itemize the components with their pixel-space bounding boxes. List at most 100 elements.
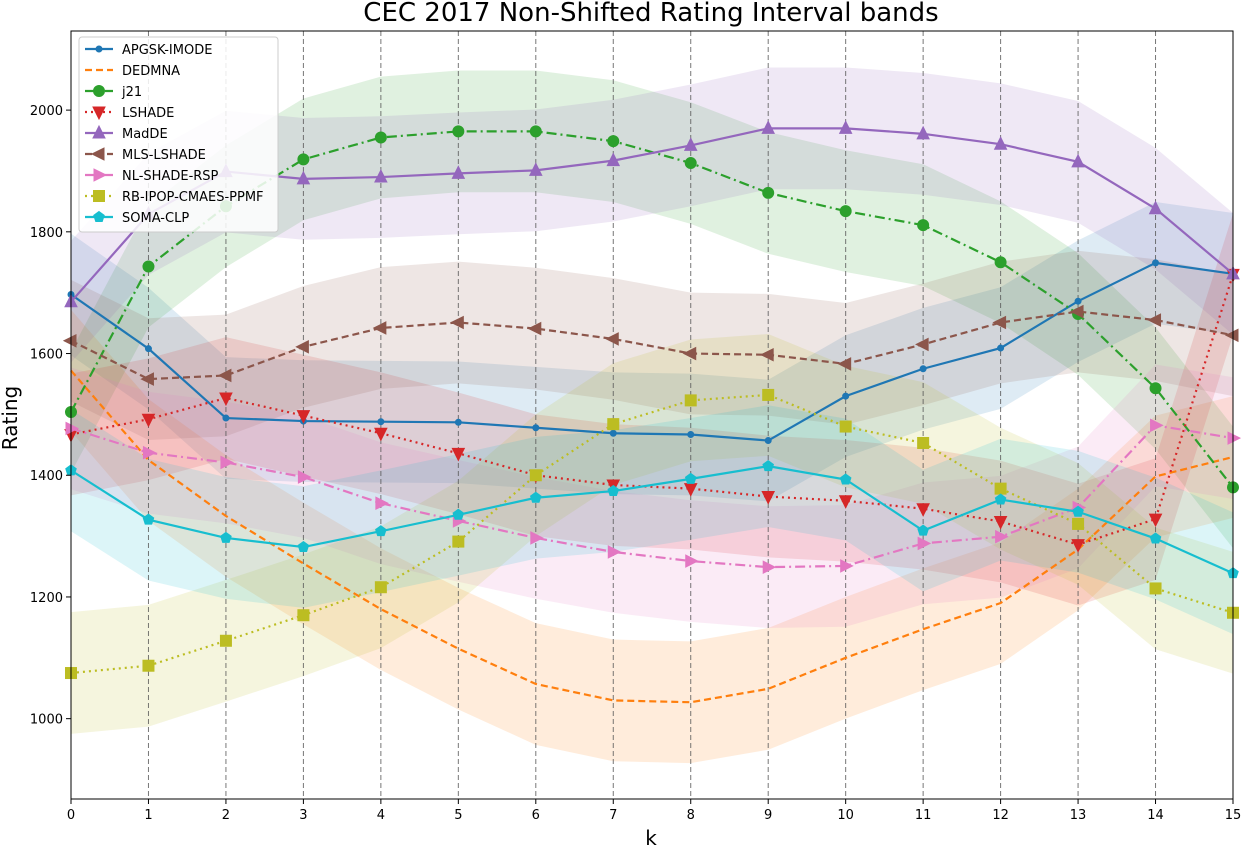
point-lshade <box>761 491 776 505</box>
point-lshade <box>1148 513 1163 528</box>
point-rb-ipop-cmaes-ppmf <box>762 388 775 401</box>
point-soma-clp <box>839 473 852 485</box>
point-nl-shade-rsp <box>607 545 622 559</box>
point-lshade <box>141 413 156 428</box>
point-rb-ipop-cmaes-ppmf <box>529 469 542 482</box>
x-axis-label: k <box>645 826 657 849</box>
point-madde <box>838 120 853 134</box>
point-lshade <box>993 515 1008 530</box>
band-j21 <box>71 70 1233 549</box>
band-nl-shade-rsp <box>71 364 1233 628</box>
band-lshade <box>71 213 1233 606</box>
x-tick-label: 13 <box>1070 808 1087 823</box>
point-lshade <box>296 410 311 424</box>
point-apgsk-imode <box>687 430 695 438</box>
x-tick-label: 9 <box>764 808 772 823</box>
legend-label: APGSK-IMODE <box>122 43 212 58</box>
point-lshade <box>1071 539 1085 553</box>
x-tick-label: 10 <box>837 808 854 823</box>
point-nl-shade-rsp <box>762 560 777 574</box>
y-tick-label: 1200 <box>30 591 63 606</box>
point-apgsk-imode <box>222 414 230 422</box>
point-soma-clp <box>529 491 542 503</box>
point-apgsk-imode <box>454 418 462 426</box>
legend-item-madde: MadDE <box>85 124 168 142</box>
point-apgsk-imode <box>144 345 152 353</box>
legend: APGSK-IMODE DEDMNA j21 LSHADE MadDE MLS-LSHAD… <box>78 36 279 233</box>
point-rb-ipop-cmaes-ppmf <box>374 581 387 594</box>
series-mls-lshade <box>62 304 1239 386</box>
legend-marker <box>93 85 105 97</box>
band-rb-ipop-cmaes-ppmf <box>71 334 1233 734</box>
x-tick-label: 14 <box>1147 808 1164 823</box>
point-rb-ipop-cmaes-ppmf <box>219 634 232 647</box>
x-tick-label: 0 <box>67 808 75 823</box>
point-madde <box>1071 153 1085 168</box>
point-j21 <box>839 205 852 218</box>
point-lshade <box>916 503 930 517</box>
point-rb-ipop-cmaes-ppmf <box>607 418 620 431</box>
x-tick-label: 7 <box>609 808 617 823</box>
point-mls-lshade <box>605 332 619 346</box>
point-nl-shade-rsp <box>142 445 157 460</box>
point-soma-clp <box>375 525 387 537</box>
series-dedmna <box>70 369 1234 704</box>
point-nl-shade-rsp <box>840 559 854 573</box>
legend-marker <box>93 190 105 202</box>
point-j21 <box>297 153 310 166</box>
point-madde <box>761 120 776 134</box>
legend-label: DEDMNA <box>122 64 180 79</box>
line-lshade <box>70 274 1235 546</box>
y-axis-label: Rating <box>0 386 22 450</box>
point-j21 <box>374 131 387 144</box>
point-nl-shade-rsp <box>1150 418 1164 433</box>
point-rb-ipop-cmaes-ppmf <box>917 436 930 449</box>
point-rb-ipop-cmaes-ppmf <box>839 420 852 433</box>
legend-item-j21: j21 <box>85 85 142 100</box>
point-rb-ipop-cmaes-ppmf <box>1149 582 1162 595</box>
legend-item-dedmna: DEDMNA <box>85 64 180 79</box>
point-apgsk-imode <box>764 437 772 445</box>
point-nl-shade-rsp <box>297 470 312 484</box>
point-soma-clp <box>297 540 310 553</box>
point-soma-clp <box>1072 505 1084 517</box>
point-j21 <box>142 260 155 273</box>
x-tick-label: 8 <box>687 808 695 823</box>
point-soma-clp <box>994 493 1007 505</box>
x-axis-ticks: 0 1 2 3 4 5 6 7 8 9 10 11 12 13 14 15 <box>67 799 1241 823</box>
point-apgsk-imode <box>1074 297 1082 305</box>
point-mls-lshade <box>837 357 852 371</box>
legend-marker <box>92 106 106 121</box>
plot-frame <box>70 30 1234 800</box>
point-mls-lshade <box>295 340 309 354</box>
point-nl-shade-rsp <box>995 529 1009 544</box>
point-soma-clp <box>452 508 465 520</box>
point-mls-lshade <box>62 333 77 348</box>
legend-label: NL-SHADE-RSP <box>122 169 219 184</box>
point-soma-clp <box>762 460 775 472</box>
band-soma-clp <box>71 405 1233 635</box>
band-madde <box>71 67 1233 363</box>
line-soma-clp <box>70 465 1234 575</box>
legend-marker <box>90 147 105 161</box>
point-mls-lshade <box>992 315 1007 330</box>
legend-marker <box>93 210 105 222</box>
point-j21 <box>684 157 697 170</box>
legend-label: LSHADE <box>122 106 174 121</box>
point-nl-shade-rsp <box>375 496 389 511</box>
point-j21 <box>607 135 620 148</box>
line-rb-ipop-cmaes-ppmf <box>70 393 1234 675</box>
point-apgsk-imode <box>377 418 385 426</box>
x-tick-label: 5 <box>454 808 462 823</box>
point-mls-lshade <box>372 321 387 335</box>
point-nl-shade-rsp <box>1227 431 1241 445</box>
x-tick-label: 12 <box>992 808 1009 823</box>
point-mls-lshade <box>527 321 542 336</box>
point-mls-lshade <box>140 372 154 386</box>
point-mls-lshade <box>450 315 464 330</box>
point-mls-lshade <box>1224 328 1239 343</box>
point-madde <box>374 168 388 183</box>
legend-label: RB-IPOP-CMAES-PPMF <box>122 190 264 205</box>
point-rb-ipop-cmaes-ppmf <box>684 394 697 407</box>
